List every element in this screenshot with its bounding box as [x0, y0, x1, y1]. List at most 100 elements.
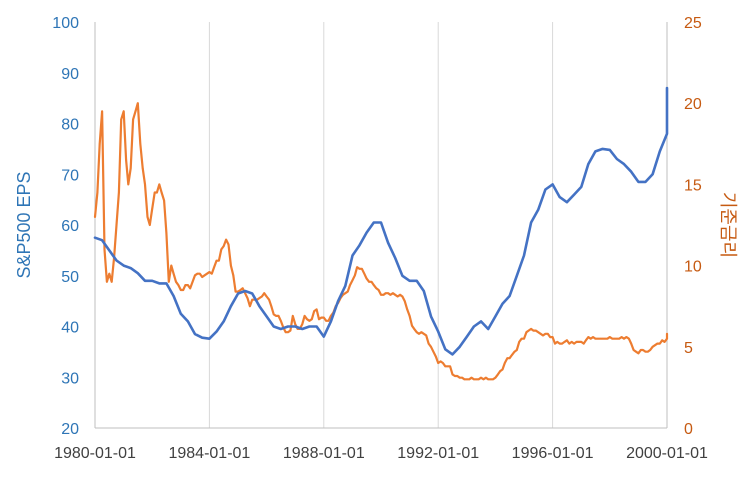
data-point: [637, 352, 640, 355]
data-point: [208, 271, 211, 273]
data-point: [301, 328, 304, 330]
data-point: [494, 315, 497, 318]
data-point: [663, 341, 666, 343]
left-tick-label: 20: [61, 421, 79, 438]
data-point: [620, 336, 623, 338]
data-point: [558, 342, 561, 345]
data-point: [396, 295, 399, 298]
data-point: [637, 181, 640, 183]
data-point: [642, 349, 644, 351]
data-point: [530, 221, 532, 224]
data-point: [570, 341, 573, 343]
data-point: [656, 342, 659, 345]
data-point: [122, 110, 125, 113]
data-point: [475, 378, 478, 381]
data-point: [320, 316, 323, 319]
data-point: [294, 325, 297, 328]
data-point: [139, 143, 142, 145]
data-point: [444, 348, 447, 351]
data-point: [141, 167, 144, 169]
data-point: [144, 280, 146, 282]
data-point: [558, 196, 561, 198]
data-point: [323, 335, 325, 338]
data-point: [251, 298, 253, 301]
data-point: [458, 346, 461, 348]
data-point: [392, 292, 394, 295]
data-point: [187, 284, 189, 286]
data-point: [618, 337, 620, 340]
data-point: [108, 272, 111, 275]
data-point: [389, 294, 392, 296]
data-point: [201, 336, 203, 339]
data-point: [415, 280, 418, 282]
right-tick-label: 25: [684, 15, 702, 32]
data-point: [237, 292, 239, 295]
data-point: [356, 266, 358, 269]
rate-series: [93, 102, 669, 381]
vertical-gridlines: [208, 22, 554, 428]
data-point: [659, 342, 661, 345]
data-point: [580, 186, 583, 188]
data-point: [129, 167, 132, 169]
data-point: [411, 324, 413, 327]
data-point: [323, 316, 325, 319]
data-point: [666, 337, 668, 340]
data-point: [137, 272, 139, 275]
data-point: [470, 376, 473, 379]
data-point: [287, 325, 289, 328]
data-point: [132, 118, 134, 121]
data-point: [387, 292, 389, 295]
data-point: [203, 274, 206, 277]
data-point: [609, 336, 611, 338]
data-point: [599, 337, 602, 340]
data-point: [473, 378, 475, 381]
data-point: [318, 318, 320, 321]
data-point: [446, 365, 449, 368]
data-point: [158, 183, 161, 186]
data-point: [239, 289, 242, 291]
data-point: [301, 323, 304, 325]
data-point: [449, 365, 451, 368]
data-point: [258, 297, 261, 299]
data-point: [265, 315, 268, 318]
data-point: [215, 330, 218, 333]
data-point: [527, 329, 530, 332]
data-point: [516, 349, 518, 351]
data-point: [508, 357, 511, 360]
data-point: [149, 224, 151, 226]
data-point: [504, 362, 506, 364]
data-point: [435, 355, 437, 358]
data-point: [287, 331, 289, 334]
data-point: [118, 191, 120, 194]
data-point: [523, 337, 525, 340]
data-point: [94, 216, 96, 218]
data-point: [146, 216, 149, 218]
data-point: [272, 325, 275, 328]
data-point: [349, 284, 351, 286]
left-tick-label: 100: [52, 15, 79, 32]
data-point: [604, 337, 606, 340]
data-point: [151, 280, 153, 282]
series-line: [93, 102, 669, 381]
data-point: [191, 281, 194, 283]
series-layer: [93, 86, 669, 381]
data-point: [573, 342, 575, 345]
data-point: [115, 224, 118, 226]
data-point: [611, 337, 614, 340]
data-point: [153, 191, 156, 194]
data-point: [613, 337, 616, 340]
data-point: [506, 357, 509, 360]
data-point: [413, 328, 416, 330]
data-point: [315, 325, 318, 328]
data-point: [270, 305, 273, 308]
data-point: [201, 276, 203, 278]
data-point: [594, 337, 597, 340]
right-tick-label: 0: [684, 421, 693, 438]
data-point: [365, 277, 368, 280]
data-point: [649, 349, 651, 351]
data-point: [103, 248, 106, 251]
data-point: [625, 336, 628, 338]
data-point: [241, 287, 244, 290]
data-point: [523, 254, 525, 257]
data-point: [466, 335, 468, 338]
